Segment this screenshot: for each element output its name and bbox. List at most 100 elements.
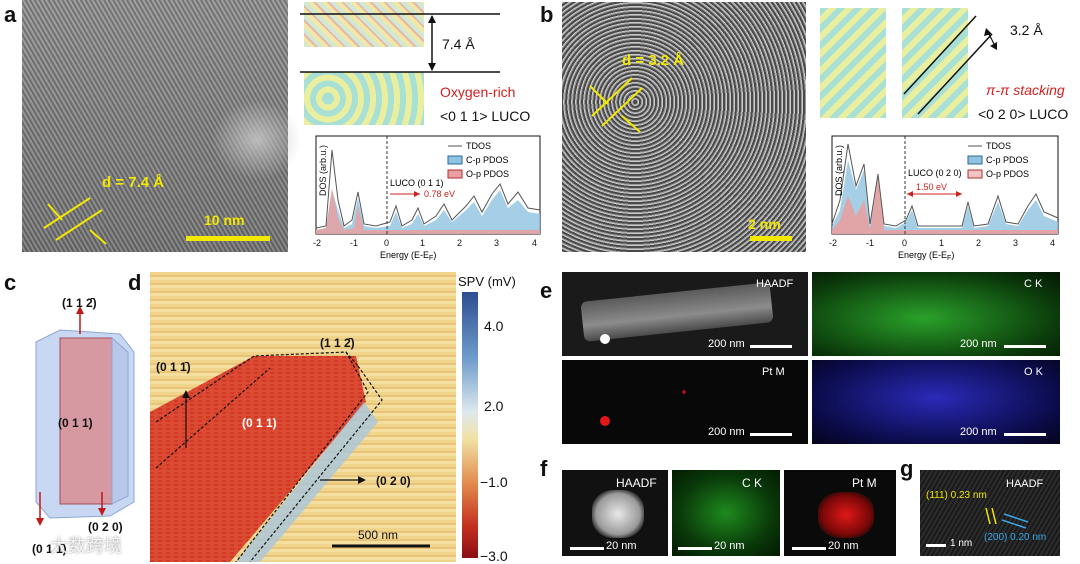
- scale-bar-b: [750, 236, 792, 241]
- panel-b-tem-image: d = 3.2 Å 2 nm: [562, 2, 806, 252]
- panel-label-b: b: [540, 2, 554, 27]
- f-map-ptm: Pt M 20 nm: [784, 470, 896, 556]
- map-scale: 20 nm: [828, 540, 859, 552]
- legend-cp: C-p PDOS: [466, 155, 509, 165]
- cb-tick-m3: −3.0: [480, 548, 508, 564]
- xtick: -2: [829, 238, 837, 248]
- eds-map-ck: C K 200 nm: [812, 272, 1060, 356]
- spv-map: (0 1 1̄) (1 1 2̄) (0 1 1) (0 2 0) 500 nm: [150, 272, 456, 562]
- dos-xlabel-a: Energy (E-EF): [380, 250, 436, 260]
- map-title: C K: [742, 476, 763, 490]
- legend-tdos: TDOS: [466, 141, 491, 151]
- g-lattice-marks: [985, 507, 1029, 529]
- lattice-200: (200) 0.20 nm: [984, 532, 1047, 543]
- g-title: HAADF: [1006, 478, 1044, 490]
- map-title: Pt M: [762, 366, 785, 378]
- map-title: O K: [1024, 366, 1043, 378]
- legend-cp-b: C-p PDOS: [986, 155, 1029, 165]
- xtick: 4: [1050, 238, 1055, 248]
- map-title: Pt M: [852, 476, 877, 490]
- d-spacing-label-b: d = 3.2 Å: [622, 52, 685, 69]
- eds-map-ok: O K 200 nm: [812, 360, 1060, 444]
- gap-label-a: 0.78 eV: [424, 189, 455, 199]
- scale-bar: [186, 236, 270, 241]
- colorbar-title: SPV (mV): [458, 274, 516, 289]
- xtick: 0: [384, 238, 389, 248]
- map-scale-bar: [792, 547, 826, 550]
- xtick: 2: [976, 238, 981, 248]
- panel-label-f: f: [540, 456, 548, 481]
- panel-a-crystal-structure: [304, 2, 424, 125]
- g-hrtem: HAADF (111) 0.23 nm (200) 0.20 nm 1 nm: [920, 470, 1060, 556]
- dos-ylabel-b: DOS (arb.u.): [834, 145, 844, 196]
- xtick: 1: [939, 238, 944, 248]
- interlayer-distance-marker: [300, 13, 500, 73]
- panel-b-crystal-structure: [820, 2, 970, 125]
- legend-op-b: O-p PDOS: [986, 169, 1029, 179]
- watermark: 大数跨境: [50, 536, 122, 556]
- map-title: C K: [1024, 278, 1043, 290]
- surface-note: Oxygen-rich: [440, 84, 516, 100]
- spv-scale-label: 500 nm: [358, 528, 399, 542]
- facet-bottom: (0 2 0): [88, 520, 123, 534]
- luco-facet-b: <0 2 0> LUCO: [978, 106, 1069, 122]
- xtick: 3: [494, 238, 499, 248]
- panel-a-tem-image: d = 7.4 Å 10 nm: [22, 0, 302, 252]
- map-scale: 200 nm: [960, 338, 997, 350]
- luco-facet: <0 1 1> LUCO: [440, 108, 531, 124]
- luco-label-b: LUCO (0 2 0): [908, 168, 962, 178]
- dos-plot-b: DOS (arb.u.) -2 -1 0 1 2 3 4 Energy (E-E…: [829, 135, 1059, 260]
- facet-011bar: (0 1 1̄): [156, 360, 191, 374]
- g-scale: 1 nm: [950, 538, 973, 549]
- cb-tick-4: 4.0: [484, 318, 504, 334]
- map-scale: 200 nm: [708, 338, 745, 350]
- f-map-ck: C K 20 nm: [672, 470, 780, 556]
- gap-label-b: 1.50 eV: [916, 182, 947, 192]
- cb-tick-m1: −1.0: [480, 474, 508, 490]
- luco-label-a: LUCO (0 1 1): [390, 178, 444, 188]
- panel-label-a: a: [4, 2, 17, 27]
- f-map-haadf: HAADF 20 nm: [562, 470, 668, 556]
- xtick: -2: [313, 238, 321, 248]
- map-title: HAADF: [616, 476, 657, 490]
- lattice-fringe-lines-b: [589, 77, 643, 133]
- interlayer-distance-b: 3.2 Å: [1010, 22, 1043, 38]
- legend-tdos-b: TDOS: [986, 141, 1011, 151]
- facet-top: (1 1 2̄): [62, 296, 97, 310]
- map-scale-bar: [750, 345, 792, 348]
- colorbar: [462, 292, 478, 558]
- panel-label-g: g: [900, 456, 914, 481]
- dos-xlabel-b: Energy (E-EF): [898, 250, 954, 260]
- xtick: 0: [902, 238, 907, 248]
- facet-corner: (0 1 1̄): [32, 542, 67, 556]
- lattice-111: (111) 0.23 nm: [926, 490, 987, 501]
- xtick: 1: [420, 238, 425, 248]
- interlayer-distance: 7.4 Å: [442, 36, 475, 52]
- scale-bar-label-b: 2 nm: [748, 216, 781, 232]
- scale-bar-label: 10 nm: [204, 212, 245, 228]
- pi-stacking-lines: [903, 15, 997, 115]
- eds-map-ptm: Pt M 200 nm: [562, 360, 808, 444]
- panel-label-d: d: [128, 270, 142, 295]
- map-scale-bar: [1004, 433, 1046, 436]
- crystal-schematic: [35, 306, 135, 526]
- xtick: 2: [457, 238, 462, 248]
- facet-011: (0 1 1): [242, 416, 277, 430]
- map-scale: 20 nm: [606, 540, 637, 552]
- map-title: HAADF: [756, 278, 794, 290]
- dos-ylabel-a: DOS (arb.u.): [318, 145, 328, 196]
- map-scale-bar: [1004, 345, 1046, 348]
- lattice-fringe-lines: [43, 197, 107, 245]
- xtick: 4: [532, 238, 537, 248]
- panel-label-e: e: [540, 278, 553, 303]
- facet-center: (0 1 1): [58, 416, 93, 430]
- map-scale-bar: [678, 547, 712, 550]
- cb-tick-2: 2.0: [484, 398, 504, 414]
- facet-020: (0 2 0): [376, 474, 411, 488]
- map-scale-bar: [570, 547, 604, 550]
- facet-112bar: (1 1 2̄): [320, 336, 355, 350]
- xtick: -1: [350, 238, 358, 248]
- dos-plot-a: DOS (arb.u.) -2 -1 0 1 2 3 4 Energy (E-E…: [313, 135, 541, 260]
- map-scale: 200 nm: [960, 426, 997, 438]
- eds-map-haadf: HAADF 200 nm: [562, 272, 808, 356]
